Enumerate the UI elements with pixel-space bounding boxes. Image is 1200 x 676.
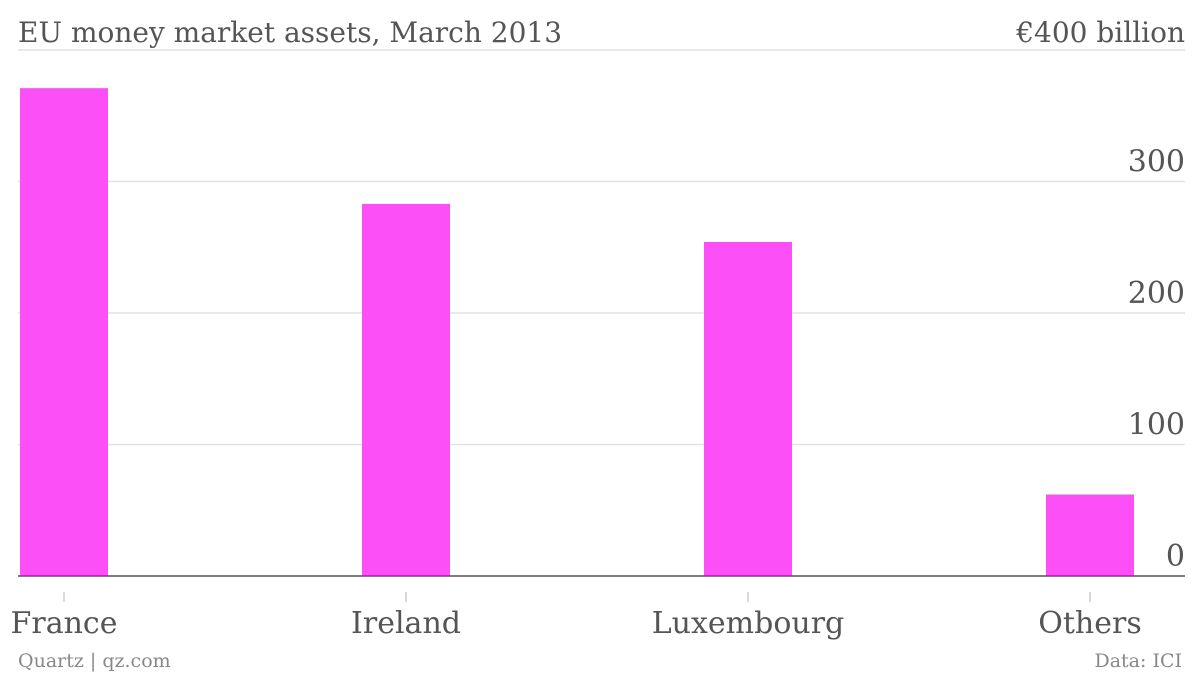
credit: Quartz | qz.com [18,650,171,672]
y-tick-label: €400 billion [1015,16,1185,49]
y-tick-label: 200 [1128,276,1185,311]
bar [704,241,792,577]
y-tick-label: 300 [1128,145,1185,180]
chart-title: EU money market assets, March 2013 [18,16,562,49]
bar [362,203,450,577]
bar [1046,494,1134,576]
x-tick-label: Ireland [351,606,461,641]
y-tick-label: 100 [1128,408,1185,443]
bar [20,88,108,576]
x-tick-label: France [11,606,118,641]
x-tick-label: Others [1038,606,1141,641]
x-tick-label: Luxembourg [652,606,845,641]
y-tick-label: 0 [1166,539,1185,574]
source: Data: ICI [1094,650,1182,672]
